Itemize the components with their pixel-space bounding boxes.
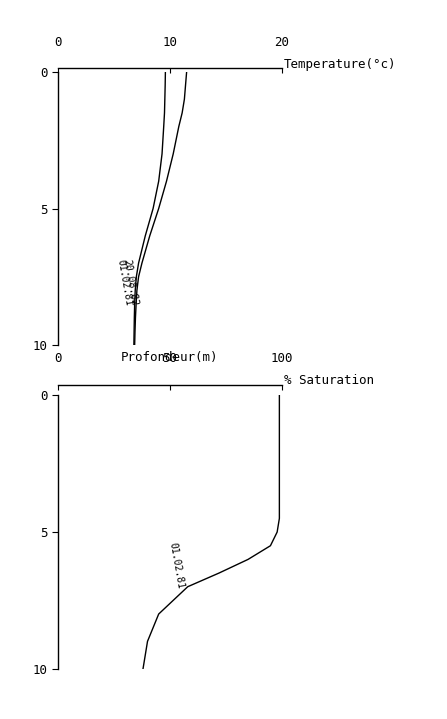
Text: 20.08.82: 20.08.82 — [122, 259, 139, 307]
Text: 01.02.81: 01.02.81 — [168, 541, 186, 590]
Text: % Saturation: % Saturation — [284, 375, 374, 388]
Text: Temperature(°c): Temperature(°c) — [284, 58, 396, 71]
Text: 01.02.81: 01.02.81 — [115, 259, 133, 307]
X-axis label: Profondeur(m): Profondeur(m) — [121, 351, 219, 364]
